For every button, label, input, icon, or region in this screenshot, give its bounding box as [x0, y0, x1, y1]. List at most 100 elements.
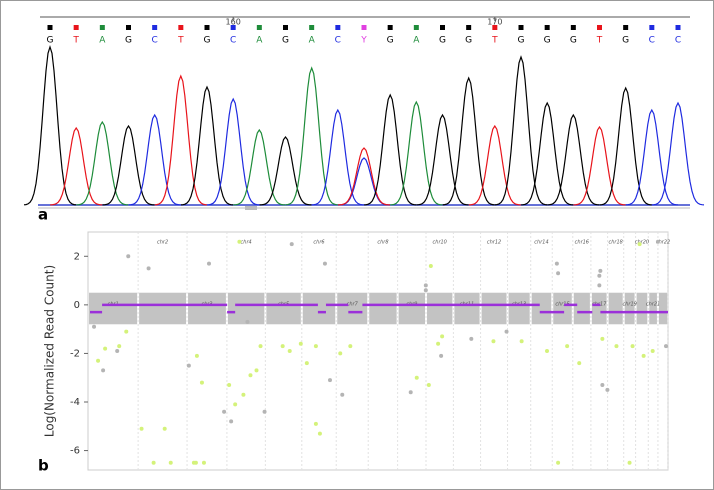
read-count-cloud — [266, 292, 301, 325]
read-count-cloud — [188, 292, 226, 325]
base-call: A — [99, 36, 106, 46]
base-marker — [570, 25, 576, 30]
chromosome-label: chr18 — [608, 240, 622, 246]
highlight-point — [287, 349, 292, 353]
base-marker — [518, 25, 524, 30]
peak — [233, 128, 286, 206]
peak — [547, 113, 600, 206]
highlight-point — [280, 344, 285, 349]
base-marker — [256, 25, 262, 30]
y-tick-label: -6 — [70, 446, 80, 457]
peak — [651, 101, 705, 206]
base-call: G — [544, 36, 551, 46]
highlight-point — [317, 431, 322, 436]
highlight-point — [199, 380, 204, 385]
highlight-point — [313, 344, 318, 349]
peak — [259, 135, 312, 206]
base-call: G — [125, 36, 132, 46]
chromosome-label: chr7 — [347, 301, 359, 307]
base-marker — [675, 25, 681, 30]
base-call: T — [177, 36, 184, 46]
outlier-point — [598, 268, 603, 273]
base-marker — [440, 25, 445, 30]
base-call: G — [204, 36, 211, 46]
outlier-point — [262, 409, 267, 414]
outlier-point — [663, 344, 668, 349]
base-call: G — [622, 36, 629, 46]
read-count-cloud — [89, 292, 138, 325]
outlier-point — [423, 283, 428, 288]
peak — [285, 66, 338, 206]
plot-area — [87, 231, 669, 471]
highlight-point — [600, 336, 605, 341]
outlier-point — [92, 324, 97, 329]
peak — [390, 100, 443, 206]
base-marker — [47, 25, 53, 30]
outlier-point — [340, 392, 345, 397]
highlight-point — [565, 344, 570, 349]
base-marker — [335, 25, 341, 30]
base-marker — [361, 25, 367, 30]
read-count-cloud — [573, 292, 590, 325]
base-marker — [73, 25, 79, 30]
peak — [23, 45, 77, 206]
outlier-point — [229, 419, 234, 424]
highlight-point — [348, 344, 353, 349]
highlight-point — [577, 361, 582, 366]
read-count-cloud — [337, 292, 368, 325]
highlight-point — [241, 392, 246, 397]
base-call: G — [439, 36, 446, 46]
highlight-point — [103, 346, 108, 351]
panel-label: a — [38, 206, 48, 224]
outlier-point — [186, 363, 191, 368]
peak — [573, 125, 626, 206]
peak — [442, 76, 495, 206]
peak — [337, 147, 391, 206]
highlight-point — [258, 344, 263, 349]
highlight-point — [641, 353, 646, 358]
y-axis-label: Log(Normalized Read Count) — [43, 265, 57, 437]
base-call: G — [47, 36, 54, 46]
highlight-point — [338, 351, 343, 356]
peak — [311, 108, 364, 206]
chromosome-label: chr6 — [313, 240, 324, 246]
base-call: C — [335, 36, 341, 46]
highlight-point — [124, 329, 129, 334]
base-marker — [649, 25, 655, 30]
highlight-point — [650, 349, 655, 353]
base-marker — [230, 25, 236, 30]
highlight-point — [630, 344, 635, 349]
read-count-cloud — [427, 292, 453, 325]
outlier-point — [322, 261, 327, 266]
peak — [50, 126, 103, 206]
peak — [625, 108, 678, 206]
peak — [599, 86, 652, 206]
chromosome-label: chr16 — [575, 240, 589, 246]
peak — [180, 85, 234, 206]
panel-label: b — [38, 457, 49, 475]
read-count-cloud — [454, 292, 480, 325]
highlight-point — [556, 460, 561, 465]
highlight-point — [139, 426, 144, 431]
read-count-cloud — [302, 292, 336, 325]
base-call: C — [230, 36, 236, 46]
highlight-point — [193, 460, 198, 465]
highlight-point — [233, 402, 238, 407]
chromosome-label: chr8 — [377, 240, 388, 246]
base-marker — [623, 25, 629, 30]
outlier-point — [289, 242, 294, 247]
chromosome-label: chr10 — [433, 240, 447, 246]
highlight-point — [201, 460, 206, 465]
outlier-point — [597, 283, 602, 288]
base-call: G — [387, 36, 394, 46]
base-call: A — [309, 36, 316, 46]
highlight-point — [117, 344, 122, 349]
highlight-point — [162, 426, 167, 431]
highlight-point — [428, 264, 433, 268]
chromosome-label: chr2 — [157, 240, 168, 246]
peak — [154, 74, 207, 206]
outlier-point — [408, 390, 413, 395]
highlight-point — [248, 373, 253, 378]
outlier-point — [655, 239, 660, 244]
